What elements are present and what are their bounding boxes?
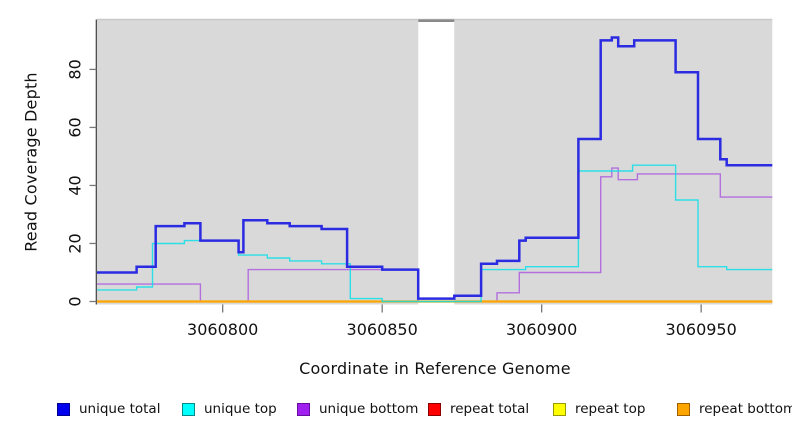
- legend-swatch-unique-top: [182, 402, 195, 416]
- legend-swatch-repeat-top: [553, 402, 566, 416]
- plot-panel-left: [97, 19, 419, 305]
- legend-swatch-unique-total: [57, 402, 70, 416]
- series-line-unique-bottom: [97, 167, 773, 303]
- legend-label-unique-total: unique total: [79, 401, 161, 417]
- y-tick-label: 60: [66, 117, 85, 137]
- x-tick-label: 3060850: [347, 320, 418, 339]
- plot-panel-right: [454, 19, 773, 305]
- legend-item-unique-bottom: unique bottom: [297, 399, 418, 419]
- legend-swatch-repeat-bottom: [677, 402, 690, 416]
- legend-label-repeat-top: repeat top: [575, 401, 646, 417]
- legend-label-unique-bottom: unique bottom: [319, 401, 419, 417]
- legend-swatch-unique-bottom: [297, 402, 310, 416]
- y-tick-label: 40: [66, 175, 85, 195]
- x-tick-label: 3060900: [506, 320, 577, 339]
- series-line-unique-total: [97, 36, 773, 300]
- legend-item-unique-total: unique total: [57, 399, 160, 419]
- x-tick-label: 3060950: [666, 320, 737, 339]
- y-tick-label: 0: [66, 296, 85, 306]
- legend-item-unique-top: unique top: [182, 399, 277, 419]
- legend-label-unique-top: unique top: [204, 401, 277, 417]
- legend-label-repeat-bottom: repeat bottom: [699, 401, 792, 417]
- legend-label-repeat-total: repeat total: [450, 401, 530, 417]
- x-tick-label: 3060800: [187, 320, 258, 339]
- y-tick-label: 20: [66, 233, 85, 253]
- y-axis-title: Read Coverage Depth: [21, 72, 41, 252]
- legend-item-repeat-total: repeat total: [428, 399, 529, 419]
- chart-canvas: 0 20 40 60 80 3060800 3060850 3060900 3060950: [66, 18, 773, 339]
- y-tick-label: 80: [66, 59, 85, 79]
- legend-item-repeat-top: repeat top: [553, 399, 645, 419]
- series-line-unique-top: [97, 164, 773, 303]
- x-axis-title: Coordinate in Reference Genome: [299, 359, 571, 378]
- legend-swatch-repeat-total: [428, 402, 441, 416]
- legend-item-repeat-bottom: repeat bottom: [677, 399, 792, 419]
- legend: unique total unique top unique bottom repea…: [0, 399, 792, 423]
